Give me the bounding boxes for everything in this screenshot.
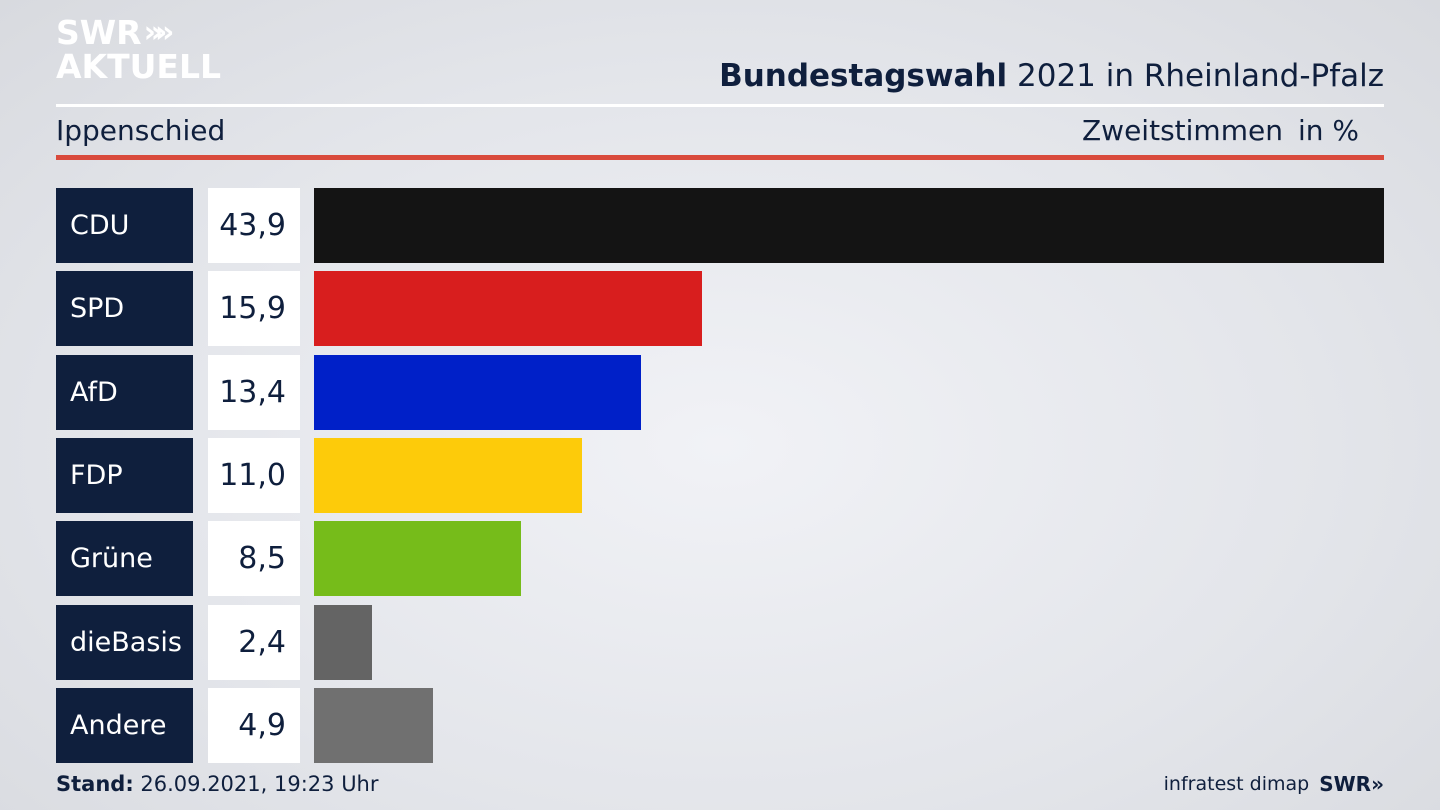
source-label: infratest dimap	[1163, 773, 1310, 795]
value-label: 43,9	[208, 188, 300, 263]
value-label: 8,5	[208, 521, 300, 596]
party-label: Andere	[56, 688, 193, 763]
bar-grüne	[314, 521, 521, 596]
bar-diebasis	[314, 605, 372, 680]
bar-afd	[314, 355, 641, 430]
source-credit: infratest dimap SWR»	[1164, 772, 1384, 796]
bar-andere	[314, 688, 433, 763]
page-title: Bundestagswahl 2021 in Rheinland-Pfalz	[719, 58, 1384, 94]
logo-chevrons-2: »	[154, 15, 175, 50]
value-label: 11,0	[208, 438, 300, 513]
value-label: 15,9	[208, 271, 300, 346]
swr-aktuell-logo: SWR»» AKTUELL	[56, 16, 221, 84]
value-label: 13,4	[208, 355, 300, 430]
party-label: CDU	[56, 188, 193, 263]
stand-value: 26.09.2021, 19:23 Uhr	[140, 772, 379, 796]
title-rest: 2021 in Rheinland-Pfalz	[1017, 58, 1384, 94]
bar-spd	[314, 271, 702, 346]
party-label: dieBasis	[56, 605, 193, 680]
region-label: Ippenschied	[56, 114, 226, 147]
stand-label: Stand:	[56, 772, 134, 796]
logo-swr: SWR	[56, 13, 142, 52]
unit-label: in %	[1298, 114, 1360, 147]
accent-divider	[56, 155, 1384, 160]
timestamp: Stand: 26.09.2021, 19:23 Uhr	[56, 772, 379, 796]
title-bold: Bundestagswahl	[719, 58, 1008, 94]
swr-small-logo: SWR»	[1319, 772, 1384, 796]
party-label: SPD	[56, 271, 193, 346]
vote-type-label: Zweitstimmen	[1082, 114, 1283, 147]
value-label: 2,4	[208, 605, 300, 680]
party-label: Grüne	[56, 521, 193, 596]
bar-cdu	[314, 188, 1384, 263]
bar-fdp	[314, 438, 582, 513]
logo-aktuell: AKTUELL	[56, 47, 222, 86]
value-label: 4,9	[208, 688, 300, 763]
party-label: FDP	[56, 438, 193, 513]
party-label: AfD	[56, 355, 193, 430]
logo-chevrons: »	[143, 15, 164, 50]
header-divider	[56, 104, 1384, 107]
